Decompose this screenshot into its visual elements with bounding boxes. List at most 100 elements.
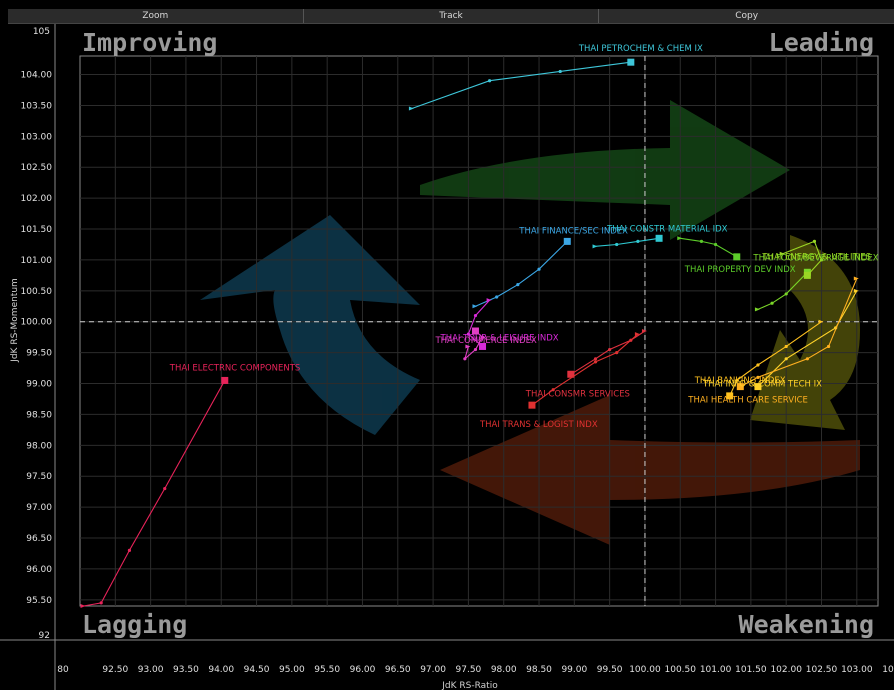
- y-tick-label: 98.00: [26, 441, 52, 451]
- x-tick-label: 101.00: [700, 665, 732, 675]
- series-tail-point: [592, 244, 598, 249]
- series-tail-point: [408, 106, 414, 111]
- x-tick-label: 96.50: [385, 665, 411, 675]
- x-tick-label: 101.50: [735, 665, 767, 675]
- x-tick-label: 97.50: [456, 665, 482, 675]
- y-tick-label: 102.00: [21, 194, 53, 204]
- series-layer: [80, 58, 859, 608]
- series-head-point: [471, 327, 479, 335]
- y-tick-label: 101.00: [21, 256, 53, 266]
- series-tail-point: [465, 344, 471, 349]
- series-point: [608, 347, 612, 352]
- series-label: THAI HEALTH CARE SERVICE: [687, 396, 808, 406]
- series-head-point: [627, 58, 635, 66]
- series-point: [805, 357, 809, 361]
- series-point: [558, 69, 562, 74]
- y-tick-label: 100.00: [21, 318, 53, 328]
- series-point: [784, 357, 788, 361]
- series-tail-point: [677, 236, 683, 241]
- series-point: [615, 242, 619, 247]
- series-trail: [782, 240, 823, 276]
- series-label: THAI BANKING INDEX: [694, 376, 786, 386]
- series-head-point: [567, 370, 575, 378]
- series-tail-point: [853, 288, 859, 293]
- series-head-point: [528, 401, 536, 409]
- x-tick-label: 102.50: [806, 665, 838, 675]
- x-tick-label: 100.50: [665, 665, 697, 675]
- series-tail-point: [779, 251, 785, 256]
- series-point: [819, 258, 824, 262]
- series-point: [127, 548, 132, 552]
- series-9: [528, 332, 640, 409]
- x-tick-label: 96.00: [350, 665, 376, 675]
- y-tick-label: 99.00: [26, 380, 52, 390]
- copy-button[interactable]: Copy: [735, 11, 759, 21]
- series-trail: [680, 237, 738, 258]
- series-point: [756, 375, 760, 379]
- x-tick-label: 92.50: [102, 665, 128, 675]
- series-point: [480, 335, 485, 339]
- series-label: THAI TRANS & LOGIST INDX: [479, 420, 598, 430]
- series-point: [699, 239, 704, 243]
- x-tick-label: 103.00: [841, 665, 873, 675]
- series-head-point: [563, 237, 571, 245]
- arrow-improving-to-leading: [420, 100, 790, 240]
- x-extra-left: 80: [57, 665, 69, 675]
- series-label: THAI CONSTR MATERIAL IDX: [606, 224, 728, 234]
- series-point: [593, 357, 598, 361]
- x-extra-right: 10: [882, 665, 894, 675]
- series-point: [826, 344, 831, 349]
- series-head-point: [733, 253, 741, 261]
- series-head-point: [803, 271, 811, 279]
- series-0: [408, 58, 635, 111]
- series-point: [636, 239, 640, 243]
- arrow-lagging-to-improving: [200, 215, 420, 435]
- quadrant-weakening-label: Weakening: [739, 610, 874, 639]
- series-point: [473, 313, 478, 318]
- series-point: [516, 283, 520, 287]
- series-point: [756, 363, 760, 367]
- series-tail-point: [472, 304, 478, 309]
- y-tick-label: 102.50: [21, 163, 53, 173]
- x-tick-label: 93.00: [138, 665, 164, 675]
- arrow-leading-to-weakening: [750, 235, 860, 430]
- series-head-point: [655, 234, 663, 242]
- y-tick-label: 100.50: [21, 287, 53, 297]
- x-tick-label: 102.00: [770, 665, 802, 675]
- series-tail-point: [641, 329, 647, 333]
- x-axis-title: JdK RS-Ratio: [441, 681, 498, 690]
- y-tick-label: 95.50: [26, 596, 52, 606]
- y-tick-label: 103.00: [21, 132, 53, 142]
- x-tick-label: 94.50: [244, 665, 270, 675]
- series-label: THAI PETROCHEM & CHEM IX: [578, 44, 703, 54]
- x-axis: 92.50 93.00 93.50 94.00 94.50 95.00 95.50 96.00…: [0, 639, 894, 675]
- grid-lines: [80, 56, 878, 606]
- series-point: [537, 267, 541, 271]
- zoom-button[interactable]: Zoom: [8, 9, 304, 23]
- series-label: THAI COMMERCE INDEX: [434, 336, 537, 346]
- series-head-point: [726, 392, 734, 400]
- series-point: [466, 332, 471, 336]
- track-button[interactable]: Track: [304, 9, 600, 23]
- x-tick-label: 100.00: [629, 665, 661, 675]
- y-tick-label: 96.50: [26, 534, 52, 544]
- x-tick-label: 98.50: [526, 665, 552, 675]
- series-trail: [467, 299, 491, 347]
- series-tail-point: [853, 276, 859, 281]
- series-13: [736, 276, 859, 391]
- series-point: [495, 295, 499, 299]
- series-label: THAI CONSMR SERVICES: [525, 389, 630, 399]
- series-point: [784, 344, 788, 349]
- series-6: [466, 298, 492, 350]
- series-label: THAI ENERGY & UTILITIES: [761, 252, 871, 262]
- series-point: [99, 601, 103, 605]
- series-2: [592, 234, 663, 249]
- series-10: [80, 376, 229, 608]
- series-trail: [595, 237, 660, 247]
- y-tick-label: 99.50: [26, 349, 52, 359]
- series-head-point: [754, 383, 762, 391]
- series-point: [713, 242, 718, 247]
- series-point: [770, 301, 774, 305]
- x-tick-label: 97.00: [420, 665, 446, 675]
